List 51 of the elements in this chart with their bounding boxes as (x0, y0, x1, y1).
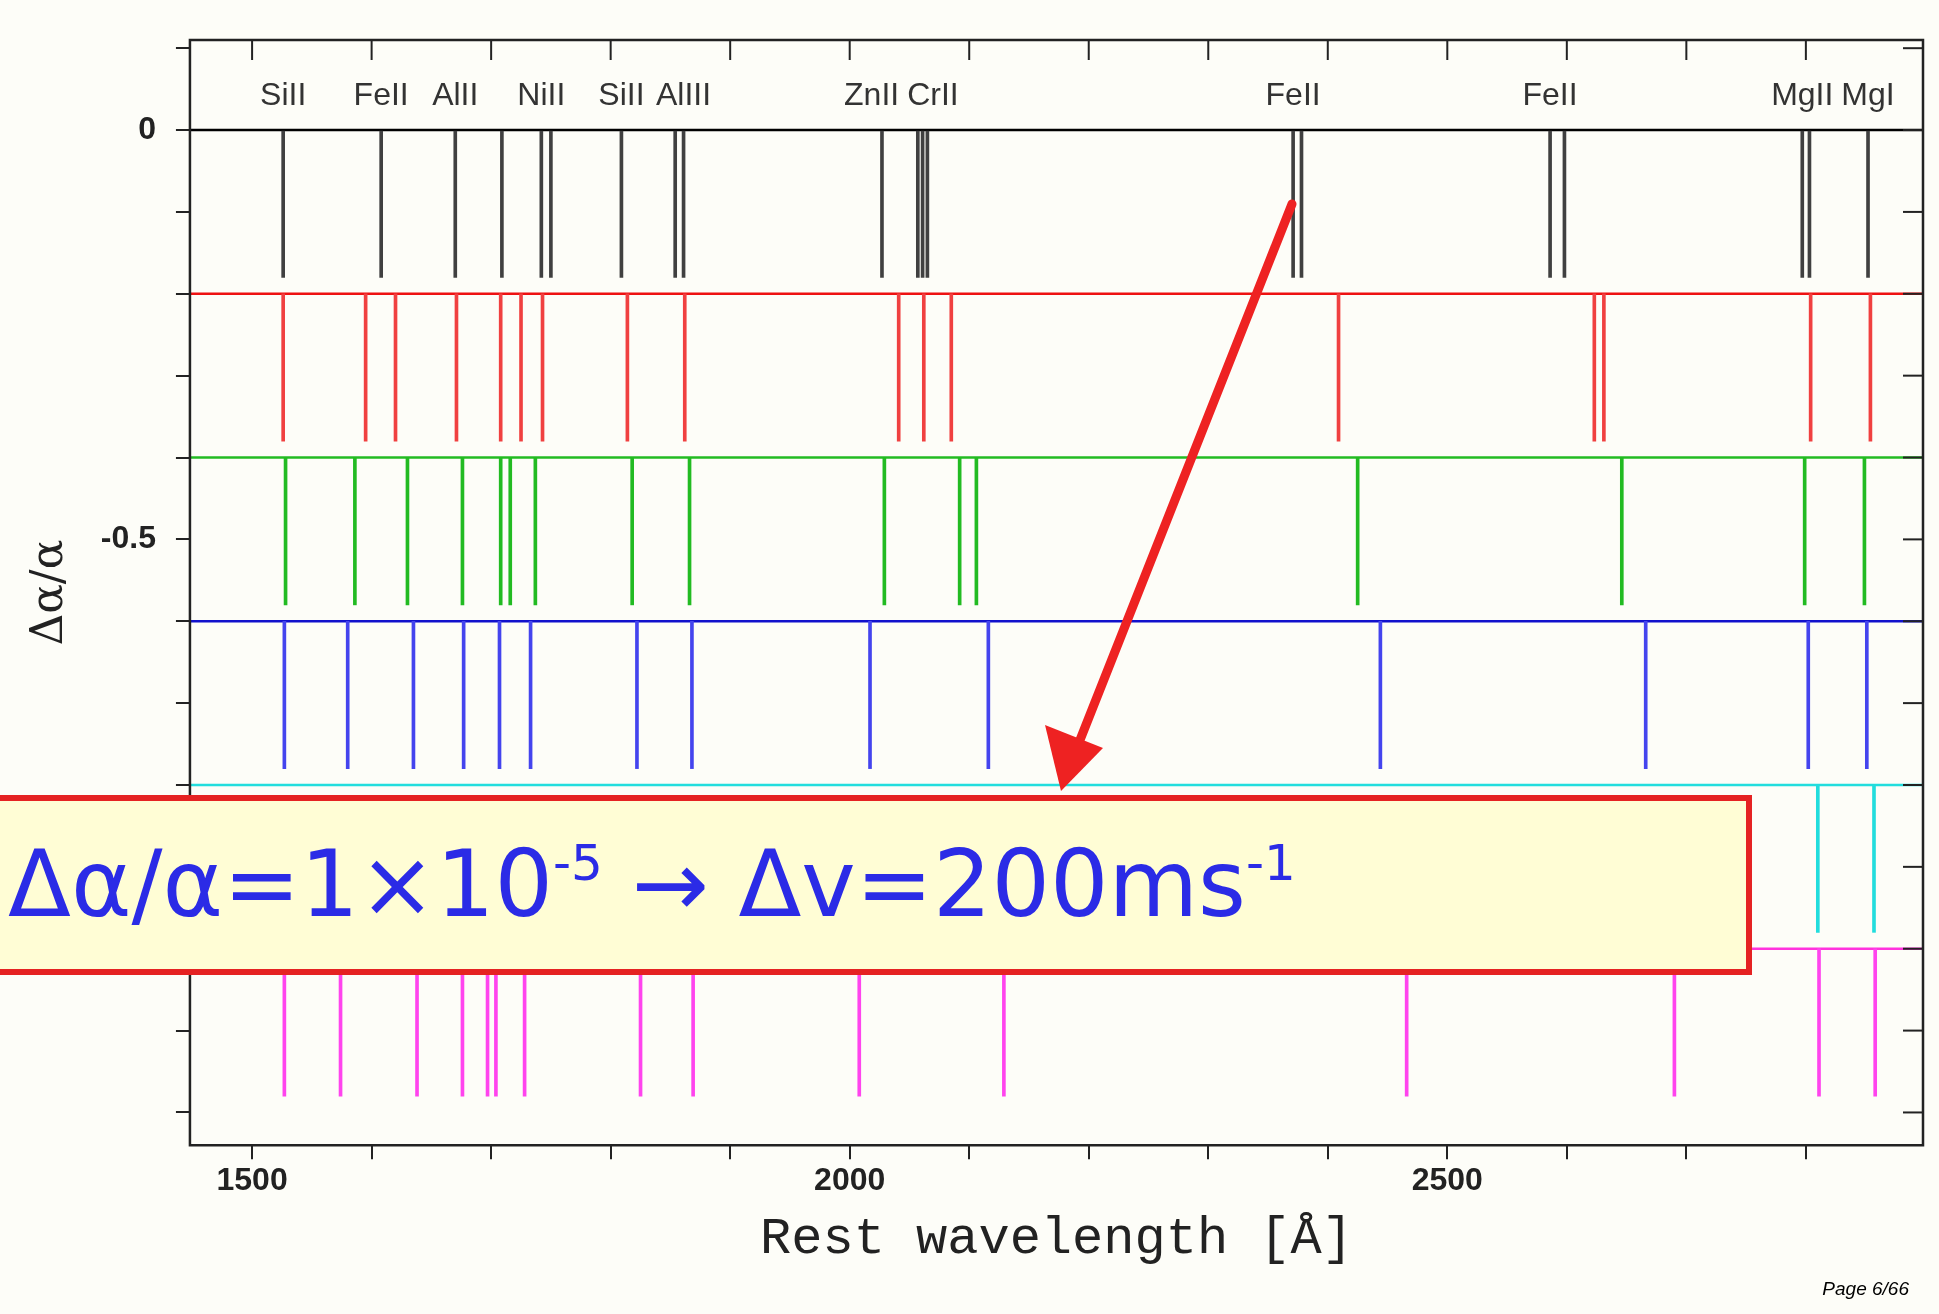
bar (896, 293, 901, 442)
y-axis-title: Δα/α (20, 539, 72, 646)
bar (1873, 948, 1878, 1097)
bar (379, 130, 384, 278)
bar (1806, 620, 1811, 769)
bar (690, 620, 694, 769)
annotation: FeII (353, 75, 409, 112)
x-tick-label: 1500 (216, 1161, 288, 1198)
bar (673, 130, 678, 278)
annotation: MgI (1841, 75, 1895, 112)
bar (1548, 130, 1552, 278)
bar (549, 130, 553, 278)
bar (1817, 948, 1821, 1097)
x-axis-title: Rest wavelength [Å] (760, 1209, 1353, 1269)
bar (921, 293, 926, 442)
bar (1602, 293, 1606, 442)
text: Page 6/66 (1822, 1278, 1909, 1300)
bar (635, 620, 639, 769)
bar (498, 293, 503, 442)
annotation: AlII (432, 75, 479, 112)
annotation: AlIII (656, 75, 712, 112)
bar (345, 620, 350, 769)
bar (281, 130, 285, 278)
annotation: SiII (260, 75, 307, 112)
y-tick-label: 0 (138, 109, 156, 146)
x-tick-label: 2500 (1411, 1161, 1483, 1198)
bar (1592, 293, 1597, 442)
bar (453, 130, 458, 278)
annotation: FeII (1522, 75, 1578, 112)
bar (1800, 130, 1805, 278)
bar (682, 293, 687, 442)
y-tick-label: -0.5 (100, 519, 156, 556)
bar (500, 130, 504, 278)
bar (868, 620, 872, 769)
annotation: CrII (907, 75, 959, 112)
bar (519, 293, 523, 442)
annotation: MgII (1771, 75, 1834, 112)
bar (1291, 130, 1295, 278)
bar (916, 130, 920, 278)
callout-box: Δα/α=1×10$^{-5}$ → Δv=200ms$^{-1}$ (0, 795, 1752, 975)
annotation: NiII (517, 75, 566, 112)
annotation: FeII (1265, 75, 1321, 112)
bar (1866, 130, 1870, 278)
bar (281, 293, 285, 442)
bar (1865, 620, 1869, 769)
bar (949, 293, 954, 442)
bar (1643, 620, 1648, 769)
annotation: ZnII (844, 75, 900, 112)
bar (880, 130, 884, 278)
x-tick-label: 2000 (814, 1161, 886, 1198)
annotation: SiII (598, 75, 645, 112)
